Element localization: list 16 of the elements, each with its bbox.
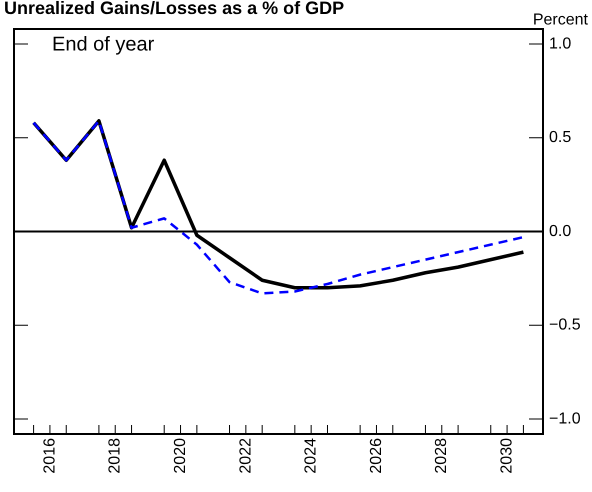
x-tick-label: 2022 [237,438,254,474]
x-tick-label: 2020 [172,438,189,474]
x-tick-label: 2024 [302,438,320,474]
x-tick-label: 2026 [368,438,385,474]
y-tick-label: 0.5 [549,129,572,146]
y-tick-label: 1.0 [549,35,572,52]
y-tick-label: 0.0 [549,222,572,240]
y-axis-title: Percent [532,11,589,28]
y-tick-label: −1.0 [549,410,581,428]
x-tick-label: 2030 [498,438,516,474]
x-tick-label: 2018 [106,438,124,474]
chart-title: Unrealized Gains/Losses as a % of GDP [4,0,344,18]
x-tick-label: 2016 [41,438,58,474]
annotation: End of year [52,34,155,56]
y-tick-label: −0.5 [549,316,581,334]
x-tick-label: 2028 [433,438,450,474]
